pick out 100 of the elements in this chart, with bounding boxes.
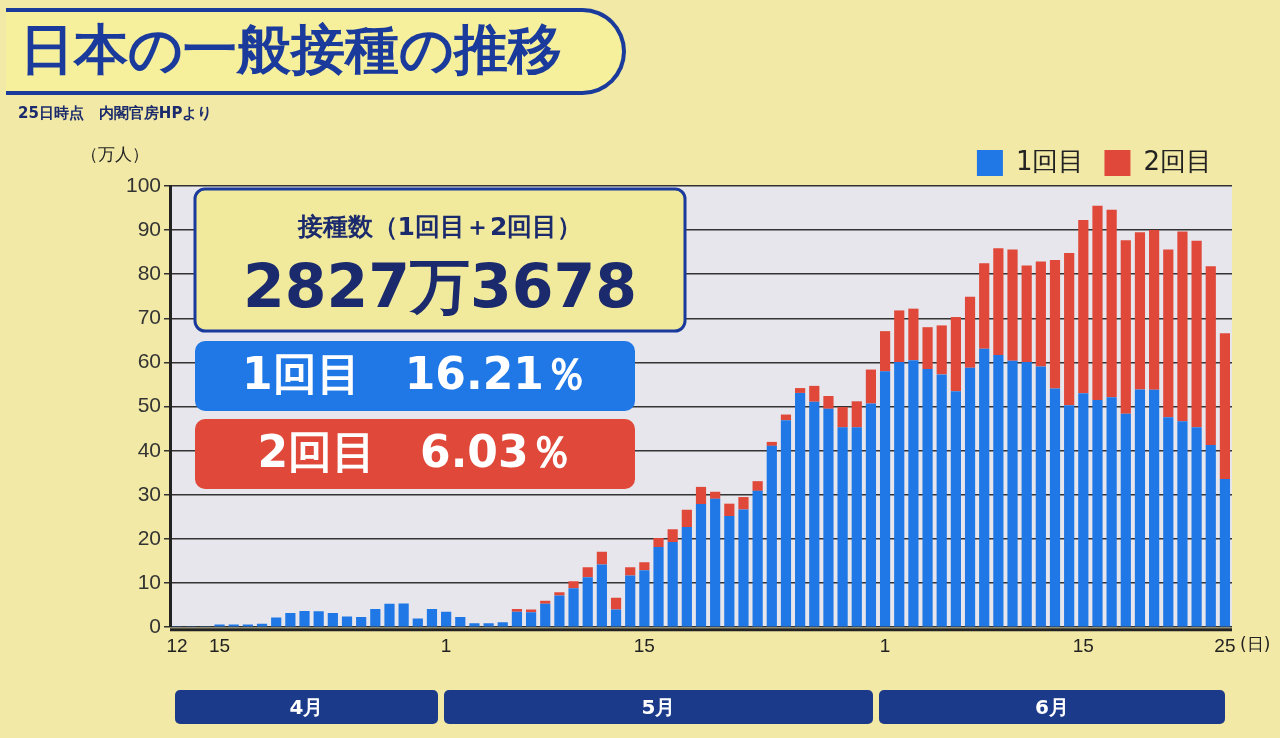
bar	[936, 325, 947, 375]
bar	[327, 613, 338, 627]
bar	[271, 617, 282, 627]
bar	[582, 567, 593, 578]
bar	[823, 396, 834, 409]
y-tick-label: 80	[137, 261, 161, 285]
bar	[710, 491, 721, 499]
bar	[894, 362, 905, 627]
bar	[1092, 399, 1103, 627]
bar	[313, 611, 324, 627]
bar	[540, 603, 551, 627]
bar	[1177, 421, 1188, 627]
bar	[1163, 417, 1174, 627]
bar	[752, 490, 763, 627]
bar	[1149, 389, 1160, 627]
y-axis-title: （万人）	[81, 143, 149, 164]
bar	[908, 360, 919, 627]
bar	[469, 623, 480, 627]
bar	[809, 385, 820, 402]
bar	[979, 348, 990, 627]
bar	[1177, 231, 1188, 422]
bar	[625, 567, 636, 576]
bar	[1149, 230, 1160, 390]
bar	[1205, 266, 1216, 445]
y-tick-label: 70	[137, 305, 161, 329]
bar	[724, 516, 735, 627]
bar	[568, 588, 579, 627]
bar	[285, 613, 296, 627]
bar	[370, 609, 381, 627]
bar	[1078, 393, 1089, 627]
y-tick-label: 30	[137, 481, 161, 505]
bar	[1035, 366, 1046, 627]
bar	[851, 401, 862, 428]
bar	[596, 564, 607, 627]
bar	[851, 427, 862, 627]
x-tick-label: 1	[879, 634, 891, 656]
bar	[1134, 389, 1146, 627]
x-axis-title: (日)	[1240, 634, 1271, 655]
bar	[1219, 478, 1231, 627]
bar	[1134, 232, 1146, 390]
bar	[497, 622, 508, 627]
y-tick-label: 50	[137, 393, 161, 417]
bar	[511, 611, 523, 627]
bar	[738, 509, 749, 627]
bar	[412, 618, 423, 627]
text: 4月	[175, 690, 438, 724]
bar	[554, 595, 565, 627]
y-tick-label: 0	[149, 614, 161, 637]
bar	[695, 486, 707, 505]
bar	[1191, 240, 1202, 428]
bar	[766, 445, 777, 627]
bar	[964, 367, 976, 627]
bar	[1106, 209, 1117, 398]
bar	[738, 497, 749, 510]
bar	[441, 611, 452, 627]
bar	[879, 371, 891, 627]
bar	[724, 503, 735, 517]
bar	[993, 248, 1004, 355]
bar	[596, 551, 607, 565]
bar	[710, 498, 721, 627]
bar	[752, 481, 763, 491]
bar	[667, 529, 678, 543]
bar	[1049, 388, 1061, 627]
bar	[582, 577, 593, 627]
text: 6月	[879, 690, 1225, 724]
bar	[625, 575, 636, 627]
bar	[639, 562, 650, 571]
bar	[681, 509, 692, 528]
bar	[540, 600, 551, 604]
bar	[610, 609, 622, 627]
bar	[1064, 253, 1075, 406]
bar	[809, 401, 820, 627]
bar	[667, 542, 678, 627]
y-tick-label: 60	[137, 349, 161, 373]
bar	[766, 441, 777, 446]
bar	[879, 331, 891, 372]
x-tick-label: 25	[1214, 634, 1236, 656]
bar	[964, 296, 976, 368]
bar	[922, 369, 933, 627]
x-tick-label: 1	[440, 634, 452, 656]
bar	[993, 354, 1004, 627]
bar	[299, 610, 310, 627]
bar	[950, 317, 961, 392]
bar	[398, 603, 409, 627]
bar	[554, 592, 565, 596]
bar	[568, 581, 579, 589]
bar	[695, 504, 707, 627]
bar	[795, 388, 806, 393]
bar	[455, 617, 466, 627]
bar	[1021, 362, 1032, 627]
legend-label: 2回目	[1143, 145, 1212, 176]
bar	[1205, 444, 1216, 627]
chart-subtitle: 25日時点 内閣官房HPより	[18, 104, 213, 123]
x-tick-label: 15	[208, 634, 231, 656]
bar	[356, 617, 367, 627]
bar	[1049, 260, 1061, 389]
bar	[639, 570, 650, 627]
bar	[950, 391, 961, 627]
y-tick-label: 40	[137, 437, 161, 461]
bar	[1064, 405, 1075, 627]
